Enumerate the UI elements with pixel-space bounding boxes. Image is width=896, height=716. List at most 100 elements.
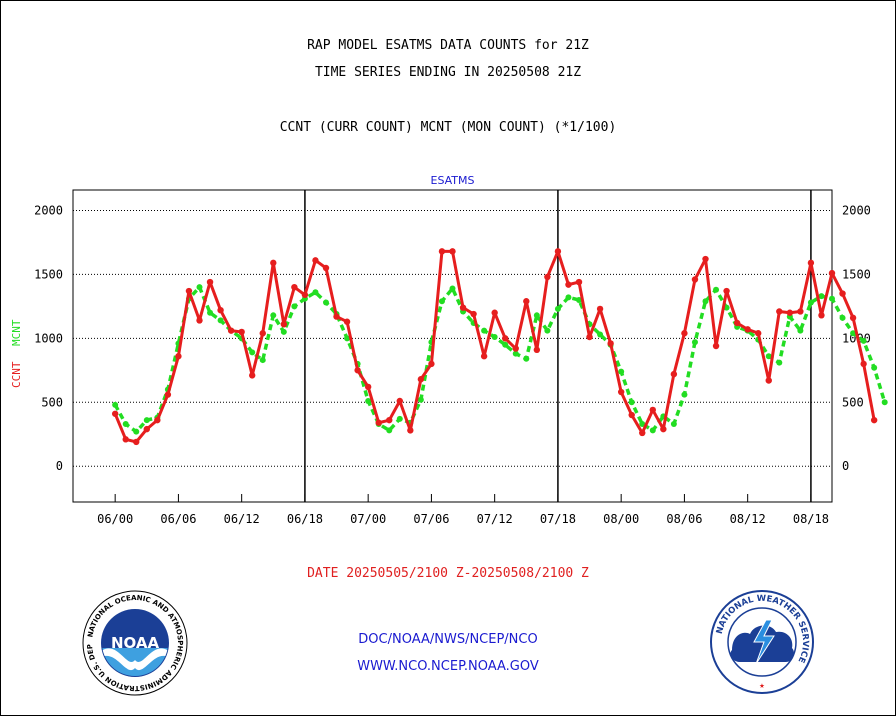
data-point-mcnt bbox=[702, 298, 709, 305]
data-point-ccnt bbox=[343, 318, 351, 325]
chart-title-line2: TIME SERIES ENDING IN 20250508 21Z bbox=[314, 65, 582, 80]
data-point-mcnt bbox=[449, 285, 456, 292]
data-point-ccnt bbox=[617, 388, 625, 396]
footer-link-doc[interactable]: DOC/NOAA/NWS/NCEP/NCO bbox=[358, 632, 538, 647]
data-point-ccnt bbox=[586, 333, 593, 341]
data-point-mcnt bbox=[649, 427, 656, 434]
x-tick-label: 08/12 bbox=[730, 512, 766, 526]
data-point-ccnt bbox=[312, 257, 319, 264]
data-point-ccnt bbox=[291, 283, 298, 291]
data-point-mcnt bbox=[249, 349, 256, 356]
data-point-ccnt bbox=[196, 317, 203, 324]
y-tick-label-left: 1000 bbox=[34, 331, 63, 345]
data-point-mcnt bbox=[681, 391, 688, 398]
data-point-mcnt bbox=[850, 330, 857, 337]
data-point-ccnt bbox=[786, 309, 794, 316]
nws-logo: NATIONAL WEATHER SERVICE ★ bbox=[710, 590, 814, 698]
data-point-mcnt bbox=[670, 421, 677, 427]
data-point-ccnt bbox=[660, 425, 667, 433]
data-point-ccnt bbox=[417, 376, 425, 383]
data-point-mcnt bbox=[628, 399, 635, 406]
data-point-ccnt bbox=[596, 305, 604, 313]
noaa-logo: NOAA NATIONAL OCEANIC AND ATMOSPHERIC AD… bbox=[79, 584, 188, 700]
data-point-ccnt bbox=[670, 370, 678, 378]
data-point-mcnt bbox=[323, 299, 329, 306]
data-point-mcnt bbox=[597, 331, 604, 338]
data-point-mcnt bbox=[386, 427, 393, 434]
data-point-mcnt bbox=[502, 341, 509, 348]
data-point-ccnt bbox=[480, 353, 488, 360]
footer-link-website[interactable]: WWW.NCO.NCEP.NOAA.GOV bbox=[357, 659, 539, 674]
data-point-ccnt bbox=[533, 346, 541, 354]
series-line-ccnt bbox=[113, 249, 876, 444]
y-tick-label-right: 2000 bbox=[842, 203, 871, 217]
data-point-mcnt bbox=[713, 286, 720, 293]
data-point-ccnt bbox=[649, 406, 656, 414]
data-point-ccnt bbox=[870, 416, 878, 424]
series-line-mcnt bbox=[113, 285, 887, 434]
data-point-mcnt bbox=[417, 396, 424, 403]
data-point-ccnt bbox=[259, 330, 266, 337]
data-point-ccnt bbox=[849, 314, 857, 322]
data-point-ccnt bbox=[428, 360, 435, 368]
data-point-ccnt bbox=[175, 353, 182, 360]
data-point-ccnt bbox=[333, 313, 340, 320]
data-point-ccnt bbox=[512, 345, 519, 352]
data-point-mcnt bbox=[544, 327, 551, 334]
data-point-mcnt bbox=[533, 312, 540, 319]
data-point-mcnt bbox=[691, 339, 698, 346]
data-point-ccnt bbox=[133, 438, 140, 446]
svg-text:NOAA: NOAA bbox=[111, 634, 160, 652]
data-point-mcnt bbox=[765, 353, 772, 360]
data-point-mcnt bbox=[291, 303, 298, 310]
x-tick-label: 06/18 bbox=[287, 512, 323, 526]
data-point-ccnt bbox=[776, 308, 783, 315]
data-point-ccnt bbox=[185, 287, 193, 295]
data-point-mcnt bbox=[860, 337, 867, 344]
data-point-ccnt bbox=[839, 290, 846, 297]
data-point-ccnt bbox=[755, 330, 762, 337]
x-tick-label: 08/18 bbox=[793, 512, 829, 526]
x-tick-label: 08/06 bbox=[666, 512, 702, 526]
data-point-mcnt bbox=[344, 335, 351, 342]
data-point-ccnt bbox=[765, 377, 772, 384]
data-point-ccnt bbox=[639, 429, 646, 437]
data-point-mcnt bbox=[312, 289, 319, 296]
data-point-ccnt bbox=[164, 391, 172, 398]
data-point-ccnt bbox=[206, 278, 214, 286]
data-point-ccnt bbox=[364, 383, 372, 391]
data-point-mcnt bbox=[829, 295, 835, 302]
data-point-ccnt bbox=[702, 255, 709, 263]
data-point-ccnt bbox=[818, 312, 825, 319]
data-point-ccnt bbox=[744, 326, 751, 333]
data-point-ccnt bbox=[712, 342, 720, 350]
plot-area-border bbox=[72, 189, 833, 503]
data-point-ccnt bbox=[238, 328, 245, 336]
data-point-mcnt bbox=[365, 397, 372, 404]
svg-text:★: ★ bbox=[759, 681, 765, 691]
data-point-mcnt bbox=[797, 327, 804, 334]
data-point-ccnt bbox=[807, 259, 815, 267]
y-tick-label-left: 2000 bbox=[34, 203, 63, 217]
y-axis-label-mcnt: MCNT bbox=[10, 319, 23, 346]
y-tick-label-left: 500 bbox=[41, 395, 63, 409]
data-point-mcnt bbox=[576, 296, 582, 303]
data-point-ccnt bbox=[723, 287, 730, 295]
data-point-mcnt bbox=[818, 293, 825, 300]
data-point-ccnt bbox=[249, 372, 256, 379]
x-tick-label: 08/00 bbox=[603, 512, 639, 526]
data-point-mcnt bbox=[776, 359, 783, 366]
data-point-mcnt bbox=[133, 428, 140, 435]
x-tick-label: 06/00 bbox=[97, 512, 133, 526]
data-point-ccnt bbox=[386, 416, 393, 424]
data-point-ccnt bbox=[544, 273, 551, 281]
data-point-ccnt bbox=[554, 248, 562, 255]
data-point-ccnt bbox=[607, 340, 614, 347]
date-range-label: DATE 20250505/2100 Z-20250508/2100 Z bbox=[307, 566, 589, 581]
data-point-ccnt bbox=[449, 248, 456, 255]
x-tick-label: 06/06 bbox=[160, 512, 196, 526]
data-point-mcnt bbox=[881, 399, 888, 406]
data-point-ccnt bbox=[470, 310, 477, 318]
data-point-mcnt bbox=[512, 350, 519, 357]
data-point-ccnt bbox=[270, 259, 277, 267]
